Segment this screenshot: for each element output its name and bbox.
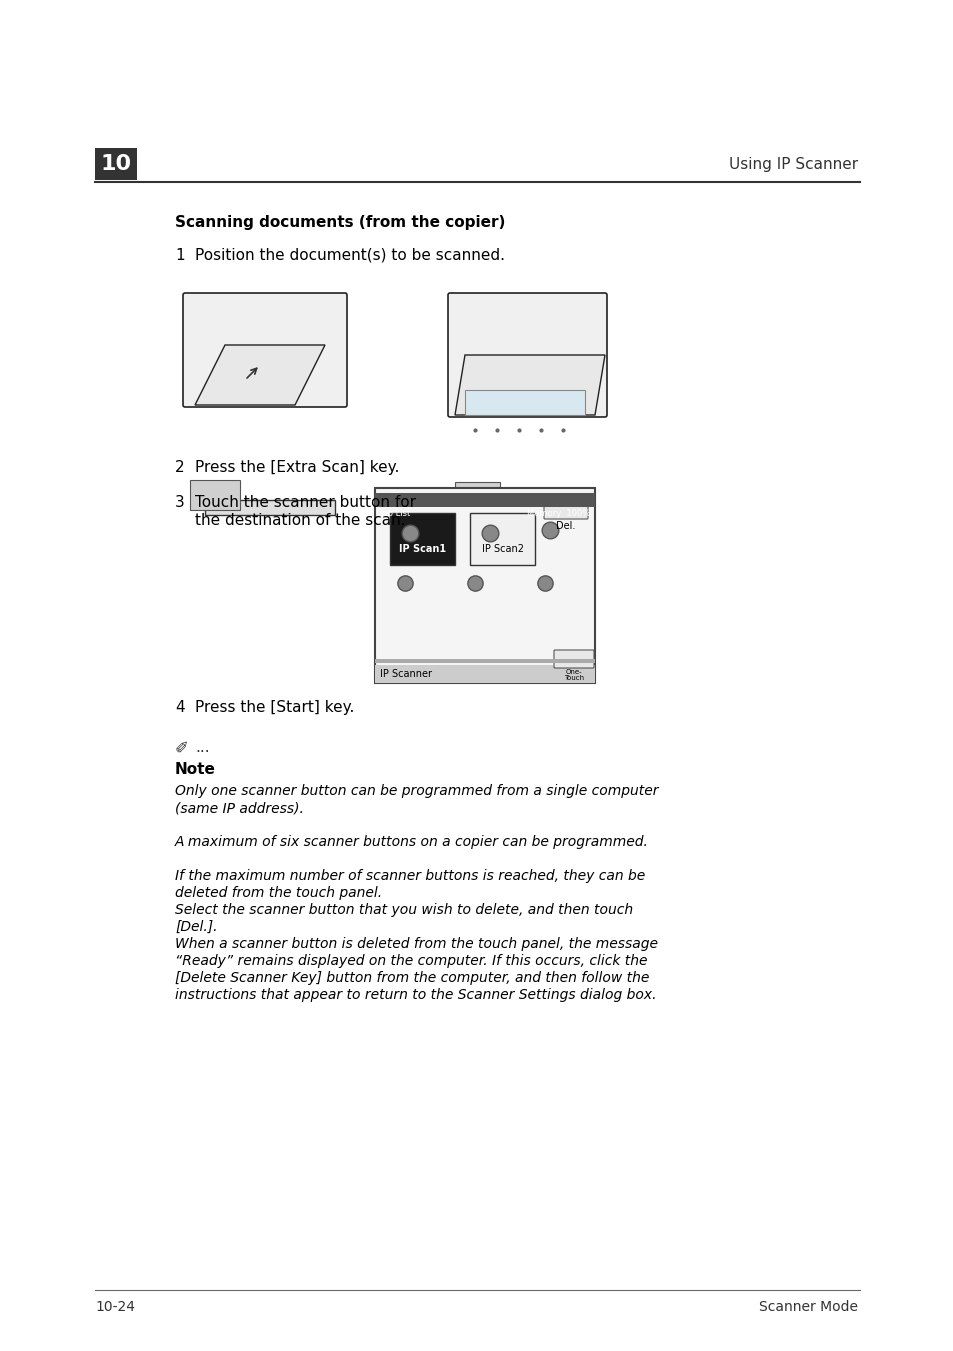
Bar <box>375 665 595 684</box>
Text: [Del.].: [Del.]. <box>174 920 217 934</box>
Bar <box>95 149 137 180</box>
Text: Scanner Mode: Scanner Mode <box>759 1300 857 1315</box>
Text: A maximum of six scanner buttons on a copier can be programmed.: A maximum of six scanner buttons on a co… <box>174 835 648 848</box>
Text: When a scanner button is deleted from the touch panel, the message: When a scanner button is deleted from th… <box>174 938 658 951</box>
Text: Press the [Start] key.: Press the [Start] key. <box>194 700 354 715</box>
Text: Press the [Extra Scan] key.: Press the [Extra Scan] key. <box>194 459 399 476</box>
Text: IP Scan2: IP Scan2 <box>481 544 523 554</box>
Bar <box>375 659 595 663</box>
FancyBboxPatch shape <box>448 293 606 417</box>
Bar <box>455 482 499 509</box>
Text: Scanning documents (from the copier): Scanning documents (from the copier) <box>174 215 505 230</box>
FancyBboxPatch shape <box>183 293 347 407</box>
Bar <box>464 390 584 415</box>
Bar <box>190 480 240 509</box>
Text: deleted from the touch panel.: deleted from the touch panel. <box>174 886 382 900</box>
Text: instructions that appear to return to the Scanner Settings dialog box.: instructions that appear to return to th… <box>174 988 656 1002</box>
Text: Job List: Job List <box>379 509 410 519</box>
Bar <box>375 493 595 507</box>
Text: Select the scanner button that you wish to delete, and then touch: Select the scanner button that you wish … <box>174 902 633 917</box>
Text: 4: 4 <box>174 700 185 715</box>
Text: IP Scanner: IP Scanner <box>379 669 432 680</box>
FancyBboxPatch shape <box>554 650 594 667</box>
Polygon shape <box>194 345 325 405</box>
FancyBboxPatch shape <box>543 501 587 519</box>
Bar <box>470 513 535 565</box>
Text: 10-24: 10-24 <box>95 1300 135 1315</box>
Text: If the maximum number of scanner buttons is reached, they can be: If the maximum number of scanner buttons… <box>174 869 644 884</box>
Text: Only one scanner button can be programmed from a single computer: Only one scanner button can be programme… <box>174 784 658 798</box>
Text: One-
Touch: One- Touch <box>563 669 583 681</box>
Bar <box>390 513 455 565</box>
Text: (same IP address).: (same IP address). <box>174 801 304 815</box>
Text: “Ready” remains displayed on the computer. If this occurs, click the: “Ready” remains displayed on the compute… <box>174 954 647 969</box>
Text: the destination of the scan.: the destination of the scan. <box>194 513 405 528</box>
Text: 1: 1 <box>174 249 185 263</box>
Text: 10: 10 <box>100 154 132 174</box>
Bar <box>375 488 595 684</box>
Text: IP Scan1: IP Scan1 <box>399 544 446 554</box>
Text: ...: ... <box>194 740 210 755</box>
Text: Using IP Scanner: Using IP Scanner <box>728 157 857 172</box>
Polygon shape <box>455 355 604 415</box>
Text: 3: 3 <box>174 494 185 509</box>
Text: Note: Note <box>174 762 215 777</box>
Text: [Delete Scanner Key] button from the computer, and then follow the: [Delete Scanner Key] button from the com… <box>174 971 649 985</box>
Text: Del.: Del. <box>556 521 575 531</box>
Text: Touch the scanner button for: Touch the scanner button for <box>194 494 416 509</box>
Bar <box>205 500 335 515</box>
Text: Position the document(s) to be scanned.: Position the document(s) to be scanned. <box>194 249 504 263</box>
Text: ✐: ✐ <box>174 740 189 758</box>
Text: 2: 2 <box>174 459 185 476</box>
Text: Memory  100%: Memory 100% <box>526 509 589 519</box>
